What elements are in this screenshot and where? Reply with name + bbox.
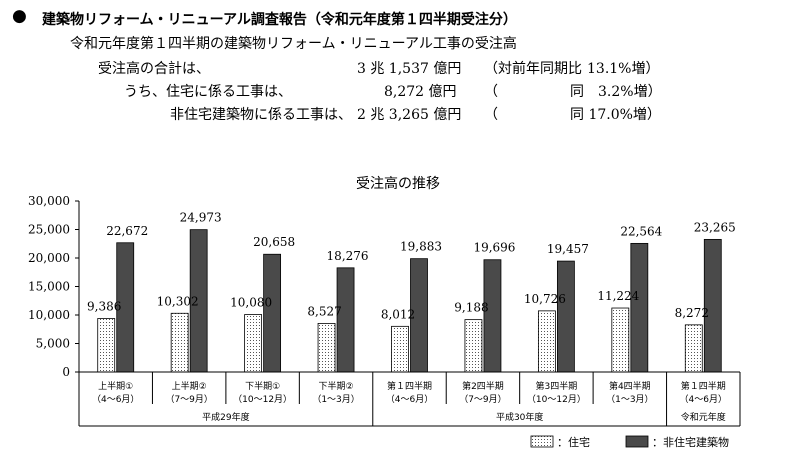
summary-label: 非住宅建築物に係る工事は、 xyxy=(170,107,352,123)
bar-residential xyxy=(244,314,263,373)
data-label-nonresidential: 19,696 xyxy=(473,241,515,255)
data-label-nonresidential: 20,658 xyxy=(253,235,295,249)
x-tick-sublabel: （7～9月） xyxy=(459,394,506,405)
bar-nonresidential xyxy=(336,267,355,373)
data-label-nonresidential: 18,276 xyxy=(327,249,369,263)
y-tick-label: 20,000 xyxy=(28,251,70,265)
title-bullet: ● xyxy=(12,6,27,26)
bars: 9,386 22,672 10,302 24,973 10,080 20,658 8,527… xyxy=(87,211,736,373)
summary-row-residential: うち、住宅に係る工事は、 8,272 億円 （ 同 3.2%増） xyxy=(0,81,800,100)
data-label-residential: 9,386 xyxy=(87,299,121,313)
report-title: 建築物リフォーム・リニューアル調査報告（令和元年度第１四半期受注分） xyxy=(42,12,517,28)
x-tick-sublabel: （4～6月） xyxy=(680,394,727,405)
x-tick-sublabel: （4～6月） xyxy=(92,394,139,405)
x-tick-label: 下半期② xyxy=(319,380,354,392)
summary-change: 同 3.2%増） xyxy=(570,84,662,100)
bar-nonresidential xyxy=(483,259,502,373)
group-label: 平成30年度 xyxy=(496,411,543,423)
legend-swatch-residential xyxy=(530,435,554,448)
x-axis: 上半期① （4～6月） 上半期② （7～9月） 下半期① （10～12月） 下半期② （1～3… xyxy=(78,371,741,427)
x-tick-sublabel: （10～12月） xyxy=(233,394,292,405)
x-tick-label: 第１四半期 xyxy=(681,380,726,392)
x-tick-sublabel: （10～12月） xyxy=(527,394,586,405)
data-label-nonresidential: 19,883 xyxy=(400,240,442,254)
data-label-nonresidential: 23,265 xyxy=(694,220,736,234)
data-label-residential: 8,272 xyxy=(675,306,709,320)
summary-change: 13.1%増） xyxy=(587,61,660,77)
data-label-residential: 10,302 xyxy=(157,294,199,308)
summary-amount: 2 兆 3,265 億円 xyxy=(357,107,462,123)
data-label-residential: 9,188 xyxy=(454,301,488,315)
x-tick-label: 下半期① xyxy=(245,380,280,392)
x-tick-sublabel: （4～6月） xyxy=(386,394,433,405)
data-label-nonresidential: 24,973 xyxy=(180,211,222,225)
summary-change: 同 17.0%増） xyxy=(570,107,661,123)
data-label-residential: 10,080 xyxy=(230,296,272,310)
y-tick-label: 10,000 xyxy=(28,308,70,322)
summary-paren: （対前年同期比 xyxy=(484,61,582,77)
x-tick-sublabel: （1～3月） xyxy=(312,394,359,405)
summary-row-nonresidential: 非住宅建築物に係る工事は、 2 兆 3,265 億円 （ 同 17.0%増） xyxy=(0,104,800,123)
group-label: 平成29年度 xyxy=(202,411,249,423)
bar-residential xyxy=(391,325,409,373)
bar-residential xyxy=(97,318,116,373)
y-tick-label: 25,000 xyxy=(28,223,70,237)
x-tick-label: 第１四半期 xyxy=(387,380,432,392)
legend-swatch-nonresidential xyxy=(625,435,649,448)
x-tick-label: 上半期② xyxy=(172,380,207,392)
summary-label: 受注高の合計は、 xyxy=(98,61,210,77)
summary-label: うち、住宅に係る工事は、 xyxy=(124,84,292,100)
bar-residential xyxy=(684,324,703,373)
x-tick-label: 第3四半期 xyxy=(536,380,578,392)
data-label-nonresidential: 22,672 xyxy=(106,224,148,238)
x-tick-label: 上半期① xyxy=(98,380,133,392)
report-subtitle: 令和元年度第１四半期の建築物リフォーム・リニューアル工事の受注高 xyxy=(70,36,517,52)
data-label-residential: 11,224 xyxy=(597,289,639,303)
legend: ：住宅 ：非住宅建築物 xyxy=(530,435,729,449)
bar-nonresidential xyxy=(556,260,575,373)
y-tick-label: 30,000 xyxy=(28,194,70,208)
bar-nonresidential xyxy=(630,242,649,373)
x-tick-label: 第2四半期 xyxy=(462,380,504,392)
x-tick-sublabel: （1～3月） xyxy=(606,394,653,405)
data-label-nonresidential: 22,564 xyxy=(620,224,662,238)
summary-paren: （ xyxy=(484,107,498,123)
data-label-residential: 10,726 xyxy=(524,292,566,306)
data-label-nonresidential: 19,457 xyxy=(547,242,589,256)
legend-label-nonresidential: ：非住宅建築物 xyxy=(652,435,729,449)
legend-label-residential: ：住宅 xyxy=(557,435,590,449)
summary-amount: 3 兆 1,537 億円 xyxy=(357,61,462,77)
x-tick-label: 第4四半期 xyxy=(609,380,651,392)
y-tick-label: 0 xyxy=(62,365,70,379)
bar-residential xyxy=(537,310,556,373)
chart-title: 受注高の推移 xyxy=(356,175,440,192)
summary-row-total: 受注高の合計は、 3 兆 1,537 億円 （対前年同期比 13.1%増） xyxy=(0,58,800,77)
bar-nonresidential xyxy=(263,253,282,373)
bar-residential xyxy=(317,322,336,373)
y-tick-label: 15,000 xyxy=(28,280,70,294)
bar-residential xyxy=(464,319,483,373)
group-label: 令和元年度 xyxy=(681,411,726,423)
summary-paren: （ xyxy=(484,84,498,100)
data-label-residential: 8,012 xyxy=(381,307,415,321)
y-tick-label: 5,000 xyxy=(36,337,70,351)
bar-residential xyxy=(170,312,189,373)
y-axis: 0 5,000 10,000 15,000 20,000 25,000 30,000 xyxy=(28,194,80,379)
bar-residential xyxy=(611,307,630,373)
x-tick-sublabel: （7～9月） xyxy=(165,394,212,405)
data-label-residential: 8,527 xyxy=(307,304,341,318)
summary-amount: 8,272 億円 xyxy=(384,84,457,100)
